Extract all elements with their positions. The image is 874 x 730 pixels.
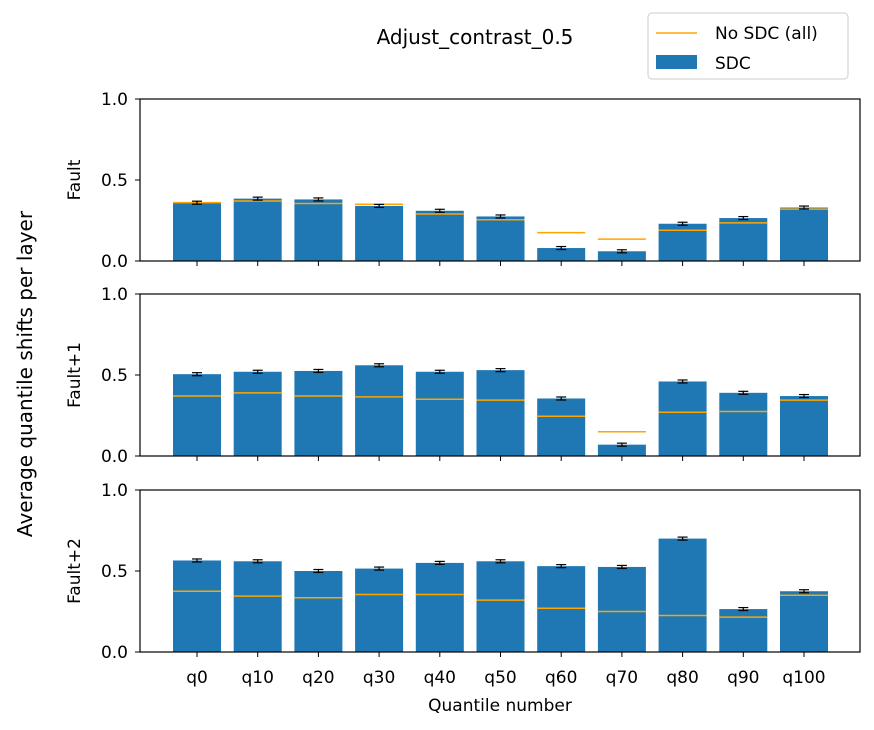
- bar-sdc: [355, 568, 404, 652]
- bar-sdc: [476, 370, 525, 456]
- subplot-ylabel: Fault: [65, 159, 85, 200]
- bar-sdc: [294, 199, 343, 261]
- y-tick-label: 1.0: [101, 285, 128, 305]
- axes-frame: [139, 98, 861, 262]
- bar-sdc: [233, 561, 282, 652]
- x-tick-label: q20: [302, 668, 334, 688]
- y-tick-label: 0.0: [101, 447, 128, 467]
- bar-sdc: [719, 609, 768, 652]
- x-tick-label: q100: [782, 668, 825, 688]
- bar-sdc: [173, 374, 221, 456]
- subplot-1: 0.0 0.5 1.0 Fault: [65, 90, 861, 272]
- subplot-3: q0 q10 q20 q30 q40 q50 q60 q70 q80 q90 q100 0.0 0.5 1…: [65, 481, 861, 688]
- legend-no-sdc-label: No SDC (all): [715, 24, 818, 44]
- y-tick-label: 0.5: [101, 366, 128, 386]
- bar-sdc: [597, 251, 646, 261]
- bar-sdc: [537, 398, 586, 456]
- x-tick-label: q60: [545, 668, 577, 688]
- legend: No SDC (all) SDC: [647, 12, 849, 80]
- bar-sdc: [658, 381, 707, 456]
- bar-sdc: [780, 396, 828, 456]
- y-tick-label: 0.0: [101, 643, 128, 663]
- bar-sdc: [537, 566, 586, 652]
- bar-sdc: [597, 566, 646, 652]
- bar-sdc: [173, 560, 221, 652]
- x-tick-label: q30: [363, 668, 395, 688]
- y-tick-label: 1.0: [101, 90, 128, 110]
- bar-sdc: [233, 198, 282, 261]
- y-tick-label: 0.5: [101, 562, 128, 582]
- bar-sdc: [415, 210, 464, 261]
- bar-sdc: [173, 202, 221, 261]
- bar-sdc: [476, 216, 525, 261]
- figure-title: Adjust_contrast_0.5: [377, 25, 574, 49]
- y-tick-label: 0.0: [101, 252, 128, 272]
- legend-frame: [647, 12, 849, 80]
- bar-sdc: [780, 207, 828, 261]
- x-tick-label: q10: [241, 668, 273, 688]
- subplot-ylabel: Fault+1: [65, 342, 85, 408]
- subplots: 0.0 0.5 1.0 Fault 0.0 0.5 1.0 Fault+1 q0 q10 q20 q3…: [65, 90, 861, 688]
- x-tick-label: q50: [484, 668, 516, 688]
- bar-sdc: [294, 370, 343, 456]
- y-tick-label: 0.5: [101, 171, 128, 191]
- legend-sdc-swatch: [656, 55, 697, 69]
- bar-sdc: [658, 223, 707, 261]
- bar-sdc: [355, 365, 404, 456]
- bar-sdc: [780, 591, 828, 652]
- axes-frame: [139, 293, 861, 457]
- bar-sdc: [537, 248, 586, 261]
- bar-sdc: [355, 205, 404, 261]
- bar-sdc: [719, 218, 768, 261]
- figure-ylabel: Average quantile shifts per layer: [13, 210, 37, 537]
- bar-sdc: [719, 392, 768, 456]
- x-tick-label: q90: [727, 668, 759, 688]
- bar-sdc: [233, 371, 282, 456]
- bar-sdc: [415, 371, 464, 456]
- bar-sdc: [597, 444, 646, 456]
- x-tick-label: q70: [606, 668, 638, 688]
- y-tick-label: 1.0: [101, 481, 128, 501]
- x-axis-label: Quantile number: [428, 696, 572, 716]
- x-tick-label: q40: [424, 668, 456, 688]
- bar-sdc: [294, 571, 343, 652]
- axes-frame: [139, 489, 861, 653]
- bar-sdc: [658, 538, 707, 652]
- legend-sdc-label: SDC: [715, 54, 751, 74]
- x-tick-label: q0: [186, 668, 208, 688]
- x-tick-label: q80: [666, 668, 698, 688]
- subplot-ylabel: Fault+2: [65, 538, 85, 604]
- subplot-2: 0.0 0.5 1.0 Fault+1: [65, 285, 861, 467]
- bar-sdc: [476, 561, 525, 652]
- bar-sdc: [415, 562, 464, 652]
